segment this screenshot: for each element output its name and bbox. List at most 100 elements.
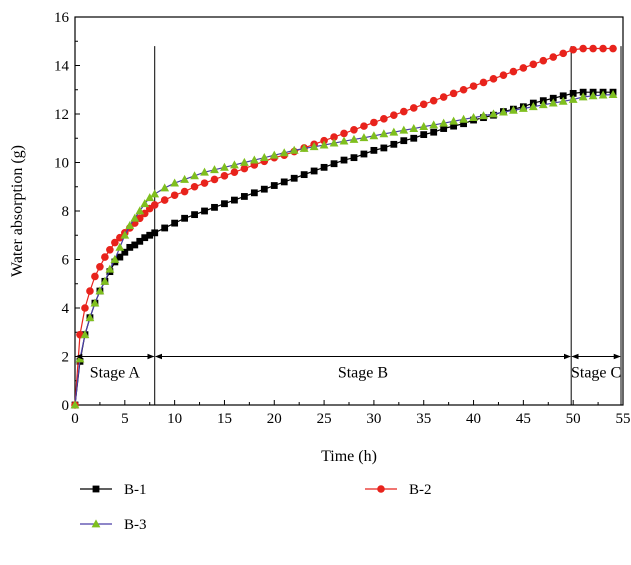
stage-label: Stage B <box>338 365 388 382</box>
data-point <box>499 107 508 116</box>
data-point <box>419 122 429 131</box>
data-point <box>150 201 159 209</box>
data-point <box>410 134 418 142</box>
data-point <box>420 131 428 139</box>
y-tick-label: 4 <box>62 301 70 317</box>
data-point <box>390 140 398 148</box>
data-point <box>340 129 348 138</box>
x-tick-label: 0 <box>71 411 79 427</box>
data-point <box>538 100 548 109</box>
data-point <box>509 105 518 114</box>
data-point <box>419 100 428 109</box>
data-point <box>309 142 319 151</box>
data-point <box>140 209 149 218</box>
data-point <box>400 107 408 116</box>
data-point <box>280 178 288 186</box>
data-point <box>220 162 229 171</box>
data-point <box>96 262 104 271</box>
legend-label: B-3 <box>124 517 147 533</box>
x-tick-label: 15 <box>217 411 232 427</box>
data-point <box>105 264 115 273</box>
data-point <box>299 143 309 152</box>
data-point <box>360 122 368 130</box>
data-point <box>380 144 388 152</box>
data-point <box>449 116 459 125</box>
data-point <box>269 150 279 159</box>
data-point <box>191 211 198 219</box>
data-point <box>459 114 468 123</box>
data-point <box>349 134 359 143</box>
data-point <box>91 272 99 281</box>
data-point <box>190 182 199 191</box>
data-point <box>70 400 80 409</box>
data-point <box>240 164 249 173</box>
data-point <box>489 109 498 118</box>
y-tick-label: 2 <box>62 350 70 366</box>
x-tick-label: 35 <box>416 411 431 427</box>
data-point <box>430 128 438 136</box>
data-point <box>230 168 239 176</box>
data-point <box>548 98 558 107</box>
legend: B-1 B-2 B-3 <box>80 482 432 533</box>
y-axis-title: Water absorption (g) <box>9 145 26 277</box>
x-tick-label: 5 <box>121 411 129 427</box>
legend-label: B-1 <box>124 482 147 498</box>
data-point <box>449 89 458 98</box>
data-point <box>160 183 170 192</box>
data-point <box>608 90 618 98</box>
data-point <box>528 102 538 111</box>
data-point <box>210 175 219 184</box>
data-point <box>399 125 409 134</box>
data-point <box>459 85 468 94</box>
y-tick-label: 12 <box>54 107 69 123</box>
data-point <box>469 113 478 122</box>
data-point <box>539 56 548 65</box>
x-tick-label: 10 <box>167 411 182 427</box>
data-point <box>126 243 134 251</box>
y-tick-label: 6 <box>62 253 70 269</box>
data-point <box>290 174 298 182</box>
data-point <box>310 167 318 175</box>
data-point <box>319 140 329 149</box>
data-point <box>350 125 358 134</box>
data-point <box>210 165 219 174</box>
data-point <box>489 75 498 83</box>
data-point <box>439 118 449 127</box>
data-point <box>589 44 597 53</box>
data-point <box>549 53 558 61</box>
data-point <box>389 127 399 136</box>
plot-frame <box>74 16 624 406</box>
data-point <box>150 189 160 198</box>
stage-label: Stage A <box>90 365 141 382</box>
data-point <box>369 131 379 140</box>
data-point <box>140 199 150 208</box>
data-point <box>519 64 528 72</box>
data-point <box>220 172 229 180</box>
data-point <box>469 82 478 90</box>
data-point <box>569 45 577 54</box>
data-point <box>518 103 528 112</box>
data-point <box>171 219 179 227</box>
data-point <box>588 91 598 100</box>
data-point <box>559 49 568 58</box>
data-point <box>380 115 388 123</box>
data-point <box>170 191 179 200</box>
x-tick-label: 25 <box>317 411 332 427</box>
data-point <box>339 136 349 145</box>
data-point <box>330 160 338 168</box>
data-point <box>201 207 208 215</box>
stage-annotations: Stage A Stage B Stage C <box>75 353 621 382</box>
y-tick-label: 16 <box>54 10 70 26</box>
data-point <box>429 120 439 129</box>
data-point <box>131 241 139 249</box>
data-point <box>135 206 145 215</box>
x-tick-label: 50 <box>566 411 581 427</box>
x-tick-label: 30 <box>366 411 381 427</box>
legend-item-B-1: B-1 <box>80 482 147 498</box>
legend-item-B-2: B-2 <box>365 482 432 498</box>
data-point <box>279 148 289 157</box>
data-point <box>230 160 239 169</box>
data-point <box>90 298 100 307</box>
y-tick-label: 14 <box>54 59 70 75</box>
data-point <box>170 178 180 187</box>
